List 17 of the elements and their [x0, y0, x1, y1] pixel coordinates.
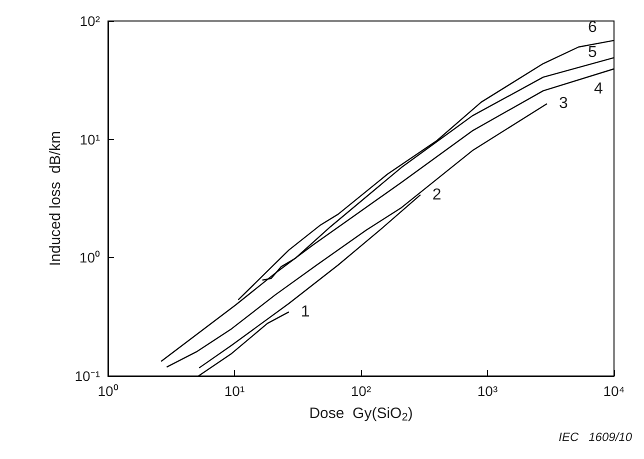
- y-tick-label: 10⁻¹: [74, 368, 100, 384]
- series-label: 3: [558, 95, 568, 112]
- y-axis-title: Induced loss dB/km: [47, 130, 64, 266]
- x-tick-label: 10³: [477, 383, 498, 399]
- series-label: 2: [432, 186, 442, 204]
- y-tick-label: 10¹: [80, 131, 100, 148]
- x-tick-label: 10⁴: [603, 383, 625, 399]
- y-tick-label: 10²: [80, 13, 100, 29]
- series-label: 6: [588, 18, 597, 36]
- x-tick-label: 10²: [350, 383, 372, 399]
- series-label: 5: [588, 44, 597, 62]
- y-tick-label: 10⁰: [79, 250, 100, 266]
- x-tick-label: 10¹: [224, 383, 245, 399]
- series-label: 4: [594, 80, 603, 98]
- series-label: 1: [300, 303, 310, 320]
- text: IEC 1609/10: [558, 430, 632, 444]
- x-tick-label: 10⁰: [98, 383, 118, 399]
